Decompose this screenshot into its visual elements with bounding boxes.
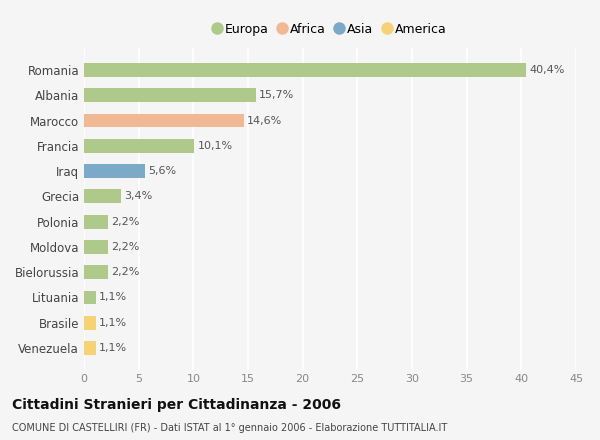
Text: 2,2%: 2,2% [112,216,140,227]
Bar [84,341,96,355]
Text: 2,2%: 2,2% [112,267,140,277]
Bar [84,164,145,178]
Text: COMUNE DI CASTELLIRI (FR) - Dati ISTAT al 1° gennaio 2006 - Elaborazione TUTTITA: COMUNE DI CASTELLIRI (FR) - Dati ISTAT a… [12,423,447,433]
Bar [84,88,256,102]
Bar [84,139,194,153]
Bar [84,215,108,229]
Bar [84,265,108,279]
Text: 40,4%: 40,4% [529,65,565,75]
Text: 2,2%: 2,2% [112,242,140,252]
Text: 5,6%: 5,6% [149,166,176,176]
Bar [84,240,108,254]
Text: 15,7%: 15,7% [259,90,294,100]
Text: 1,1%: 1,1% [100,293,127,302]
Text: 14,6%: 14,6% [247,116,282,125]
Text: 1,1%: 1,1% [100,343,127,353]
Bar [84,63,526,77]
Text: 3,4%: 3,4% [124,191,153,202]
Text: 1,1%: 1,1% [100,318,127,328]
Legend: Europa, Africa, Asia, America: Europa, Africa, Asia, America [210,19,450,40]
Bar [84,290,96,304]
Bar [84,114,244,128]
Text: Cittadini Stranieri per Cittadinanza - 2006: Cittadini Stranieri per Cittadinanza - 2… [12,398,341,412]
Bar [84,316,96,330]
Text: 10,1%: 10,1% [198,141,233,151]
Bar [84,189,121,203]
